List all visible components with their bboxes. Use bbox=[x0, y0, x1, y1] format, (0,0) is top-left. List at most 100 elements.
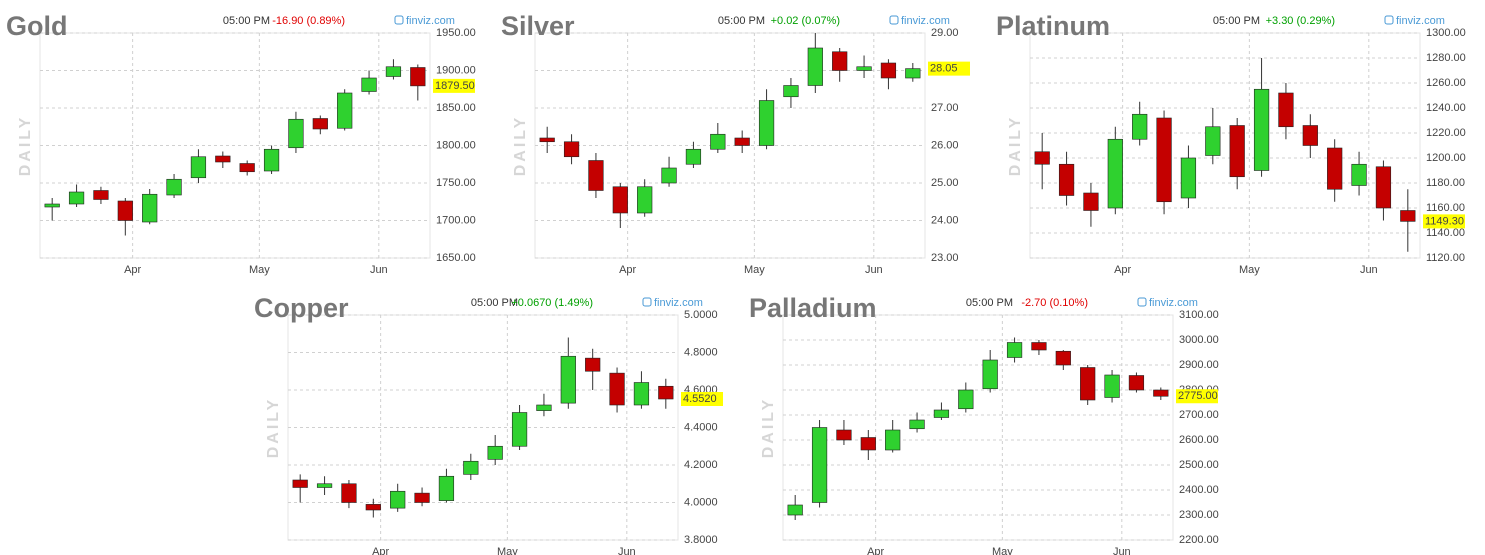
candle-body bbox=[487, 445, 503, 460]
chart-panel: DAILY3.80004.00004.20004.40004.60004.800… bbox=[254, 293, 723, 555]
chart-panel: DAILY 2200.00 2300.00 2400.00 2500.00 2600.00… bbox=[749, 293, 1219, 555]
candle-body bbox=[1253, 88, 1270, 171]
x-tick-label: Apr bbox=[1114, 264, 1131, 276]
candle-body bbox=[316, 483, 333, 488]
candle-body bbox=[215, 155, 231, 163]
y-tick-label: 2200.00 bbox=[1179, 534, 1219, 546]
candle-body bbox=[758, 100, 775, 146]
source-icon bbox=[642, 297, 652, 307]
candle-body bbox=[783, 85, 799, 98]
candle-body bbox=[438, 475, 455, 501]
y-tick-label: 1950.00 bbox=[436, 27, 476, 39]
y-axis-label: DAILY bbox=[265, 397, 282, 459]
candle-body bbox=[539, 137, 555, 143]
candle-body bbox=[637, 186, 653, 214]
chart-panel: DAILY23.0024.0025.0026.0027.0028.0029.00… bbox=[501, 11, 970, 276]
y-tick-label: 25.00 bbox=[931, 177, 959, 189]
source-icon bbox=[1384, 15, 1394, 25]
candle-body bbox=[1302, 125, 1318, 146]
candle-body bbox=[787, 504, 803, 516]
chart-title: Silver bbox=[501, 11, 575, 41]
change: +0.02 (0.07%) bbox=[771, 15, 840, 27]
candle-body bbox=[337, 92, 353, 129]
candle-body bbox=[166, 178, 182, 196]
y-tick-label: 1180.00 bbox=[1426, 177, 1465, 189]
candle-body bbox=[933, 409, 950, 418]
time: 05:00 PM bbox=[1213, 15, 1260, 27]
candle-body bbox=[1375, 166, 1392, 209]
y-tick-label: 1800.00 bbox=[436, 139, 476, 151]
candle-body bbox=[1055, 350, 1071, 366]
source-link[interactable]: finviz.com bbox=[406, 15, 455, 27]
candle-body bbox=[1351, 163, 1367, 186]
y-tick-label: 1700.00 bbox=[436, 214, 476, 226]
plot-area bbox=[782, 314, 1174, 541]
y-axis-label: DAILY bbox=[1007, 115, 1024, 177]
candle-body bbox=[1327, 147, 1343, 190]
candle-body bbox=[312, 118, 328, 130]
chart-title: Palladium bbox=[749, 293, 877, 323]
last-price-label: 4.5520 bbox=[683, 393, 717, 405]
y-tick-label: 4.4000 bbox=[684, 421, 718, 433]
candle-body bbox=[142, 193, 158, 223]
candle-body bbox=[836, 429, 852, 441]
y-tick-label: 1900.00 bbox=[436, 64, 476, 76]
y-tick-label: 24.00 bbox=[931, 214, 959, 226]
change: -16.90 (0.89%) bbox=[272, 15, 345, 27]
candle-body bbox=[385, 66, 402, 77]
candle-body bbox=[1229, 125, 1245, 178]
chart-title: Gold bbox=[6, 11, 68, 41]
source-link[interactable]: finviz.com bbox=[901, 15, 950, 27]
y-tick-label: 4.0000 bbox=[684, 496, 718, 508]
x-tick-label: Jun bbox=[370, 264, 388, 276]
candle-body bbox=[1080, 367, 1096, 401]
candle-body bbox=[609, 372, 625, 406]
source-link[interactable]: finviz.com bbox=[1396, 15, 1445, 27]
candle-body bbox=[1006, 342, 1023, 358]
candle-body bbox=[190, 156, 207, 179]
candle-body bbox=[68, 191, 85, 205]
candle-body bbox=[807, 47, 823, 86]
source-link[interactable]: finviz.com bbox=[654, 297, 703, 309]
last-price-label: 1149.30 bbox=[1425, 215, 1464, 227]
candle-body bbox=[511, 412, 528, 447]
last-price-box bbox=[1423, 214, 1465, 229]
candle-body bbox=[44, 203, 60, 208]
source-link[interactable]: finviz.com bbox=[1149, 297, 1198, 309]
x-tick-label: May bbox=[1239, 264, 1260, 276]
plot-area bbox=[1029, 32, 1421, 259]
candle-body bbox=[1031, 342, 1047, 351]
time: 05:00 PM bbox=[966, 297, 1013, 309]
y-tick-label: 2900.00 bbox=[1179, 359, 1219, 371]
last-price-label: 2775.00 bbox=[1178, 390, 1218, 402]
y-tick-label: 1850.00 bbox=[436, 102, 476, 114]
y-tick-label: 27.00 bbox=[931, 102, 959, 114]
x-tick-label: Jun bbox=[865, 264, 883, 276]
candle-body bbox=[1153, 389, 1169, 397]
candle-body bbox=[1132, 113, 1148, 140]
y-tick-label: 29.00 bbox=[931, 27, 959, 39]
y-tick-label: 3100.00 bbox=[1179, 309, 1219, 321]
candle-body bbox=[1180, 157, 1197, 199]
candle-body bbox=[982, 359, 998, 390]
x-tick-label: Jun bbox=[1113, 546, 1131, 555]
y-tick-label: 1280.00 bbox=[1426, 52, 1466, 64]
candle-body bbox=[239, 163, 255, 173]
y-axis-label: DAILY bbox=[17, 115, 34, 177]
candle-body bbox=[263, 148, 280, 172]
y-tick-label: 2600.00 bbox=[1179, 434, 1219, 446]
y-tick-label: 23.00 bbox=[931, 252, 959, 264]
last-price-box bbox=[928, 61, 970, 76]
x-tick-label: May bbox=[497, 546, 518, 555]
candle-body bbox=[563, 141, 580, 158]
y-tick-label: 4.8000 bbox=[684, 346, 718, 358]
chart-panel: DAILY 1650.00 1700.00 1750.00 1800.00 1850.00… bbox=[6, 11, 476, 276]
y-tick-label: 2400.00 bbox=[1179, 484, 1219, 496]
candle-body bbox=[117, 200, 133, 221]
candle-body bbox=[734, 137, 750, 146]
chart-title: Platinum bbox=[996, 11, 1110, 41]
change: -2.70 (0.10%) bbox=[1021, 297, 1088, 309]
candle-body bbox=[658, 385, 674, 400]
y-tick-label: 4.2000 bbox=[684, 459, 718, 471]
